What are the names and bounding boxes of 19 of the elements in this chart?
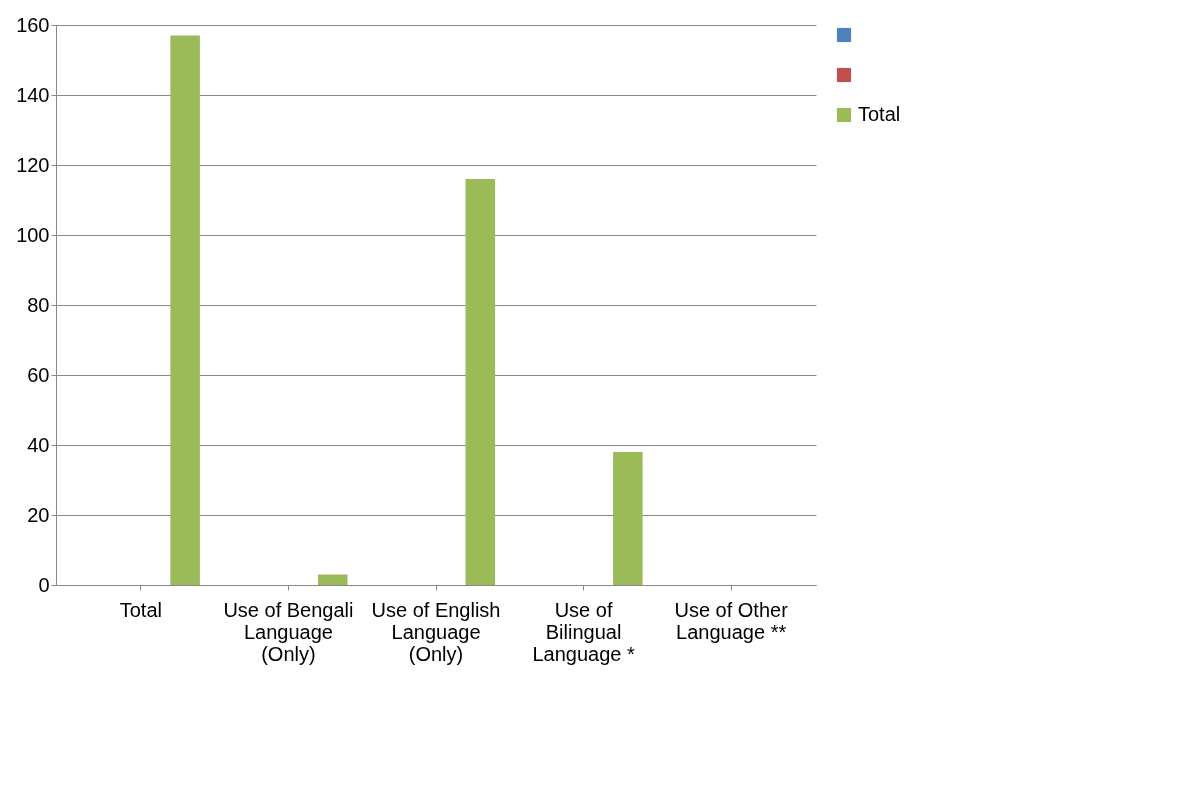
- y-tick-label: 160: [16, 13, 50, 36]
- bar: [170, 35, 200, 585]
- x-tick-label: Use of English Language (Only): [371, 598, 501, 665]
- bar: [613, 452, 643, 585]
- legend-label: Total: [858, 103, 901, 125]
- bar: [465, 179, 496, 585]
- x-tick-label: Use of Other Language **: [674, 598, 789, 643]
- y-tick-label: 120: [16, 153, 50, 176]
- y-tick-label: 40: [27, 433, 50, 456]
- y-tick-label: 60: [27, 363, 50, 386]
- x-tick-label: Use of Bilingual Language *: [532, 598, 635, 665]
- y-tick-label: 20: [27, 503, 50, 526]
- x-tick-label: Total: [119, 598, 162, 621]
- y-tick-label: 0: [38, 573, 50, 596]
- y-tick-label: 140: [16, 83, 50, 106]
- y-tick-label: 80: [27, 293, 50, 316]
- bar: [317, 574, 348, 585]
- y-tick-label: 100: [16, 223, 50, 246]
- x-tick-label: Use of Bengali Language (Only): [223, 598, 354, 665]
